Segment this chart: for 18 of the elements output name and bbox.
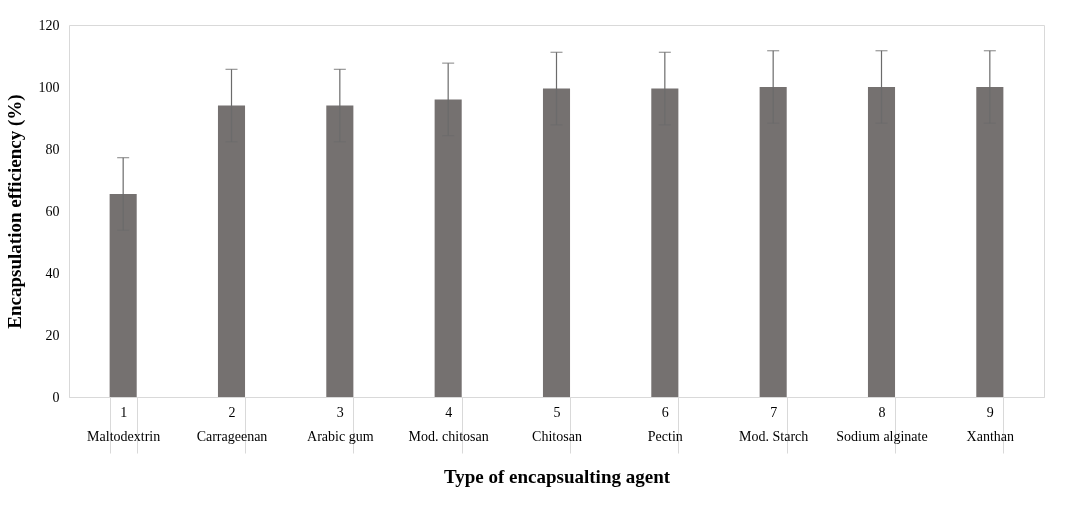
x-tick-label: 3 Arabic gum — [307, 404, 374, 444]
y-tick-label: 20 — [45, 327, 60, 343]
x-tick-label: 9 Xanthan — [966, 404, 1015, 444]
y-axis-title: Encapsulation efficiency (%) — [3, 94, 26, 329]
y-tick-label: 0 — [52, 389, 60, 405]
x-tick-label: 8 Sodium alginate — [836, 404, 928, 444]
y-tick-label: 40 — [45, 265, 60, 281]
y-tick-label: 100 — [38, 79, 60, 95]
x-tick-label: 5 Chitosan — [532, 404, 582, 444]
y-tick-label: 80 — [45, 141, 60, 157]
x-tick-label: 7 Mod. Starch — [739, 404, 809, 444]
x-tick-label: 2 Carrageenan — [196, 404, 268, 444]
x-tick-label: 6 Pectin — [647, 404, 683, 444]
y-tick-label: 120 — [38, 17, 60, 33]
x-tick-label: 4 Mod. chitosan — [408, 404, 489, 444]
x-tick-label: 1 Maltodextrin — [87, 404, 161, 444]
x-axis-title: Type of encapsualting agent — [443, 466, 671, 487]
y-tick-label: 60 — [45, 203, 60, 219]
